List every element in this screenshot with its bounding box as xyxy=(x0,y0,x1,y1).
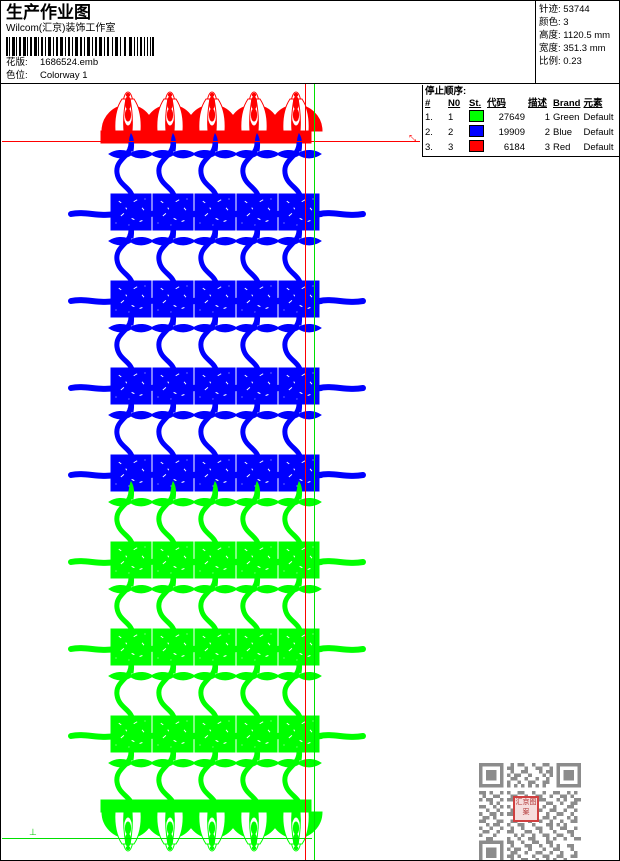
color-swatch-cell xyxy=(469,125,487,140)
colors-label: 颜色: xyxy=(539,17,561,28)
info-row-colors: 颜色: 3 xyxy=(539,16,619,29)
row-code: 3 xyxy=(544,142,550,153)
col-number: N0 xyxy=(448,98,461,109)
row-number: 1 xyxy=(448,112,454,123)
green-motif-section xyxy=(71,482,363,852)
row-description: Green xyxy=(553,112,580,123)
col-code: 代码 xyxy=(487,98,507,109)
col-element: 元素 xyxy=(583,98,603,109)
table-row[interactable]: 1. 1 27649 1 Green Default xyxy=(425,110,619,125)
row-index: 3. xyxy=(425,142,433,153)
row-number-and-swatch: 1 xyxy=(448,110,469,125)
colorway-label: 色位: xyxy=(6,70,28,81)
stitches-value: 53744 xyxy=(563,4,590,15)
guide-line-vertical-green xyxy=(314,84,315,860)
design-file-label: 花版: xyxy=(6,57,28,68)
width-value: 351.3 mm xyxy=(563,43,606,54)
row-element xyxy=(617,140,619,155)
row-number: 3 xyxy=(448,142,454,153)
color-swatch-cell xyxy=(469,140,487,155)
vendor-name: Wilcom(汇京)装饰工作室 xyxy=(6,23,116,34)
guide-line-horizontal-bottom xyxy=(2,838,312,839)
col-brand: Brand xyxy=(553,98,581,109)
table-header-row: # N0 St. 代码 描述 Brand 元素 xyxy=(425,98,619,110)
info-row-height: 高度: 1120.5 mm xyxy=(539,29,619,42)
blue-motif-section xyxy=(71,134,363,492)
scale-value: 0.23 xyxy=(563,56,582,67)
table-row[interactable]: 3. 3 6184 3 Red Default xyxy=(425,140,619,155)
color-swatch-cell xyxy=(469,110,487,125)
row-description: Blue xyxy=(553,127,573,138)
watermark-block: 汇京图案 6xiu.com xyxy=(469,758,591,860)
scale-label: 比例: xyxy=(539,56,561,67)
row-code: 1 xyxy=(544,112,550,123)
color-swatch xyxy=(469,110,484,122)
row-brand: Default xyxy=(583,142,614,153)
row-number-and-swatch: 3 xyxy=(448,140,469,155)
header-left-block: 生产作业图 Wilcom(汇京)装饰工作室 xyxy=(0,0,535,84)
row-number: 2 xyxy=(448,127,454,138)
row-stitches: 19909 xyxy=(498,127,525,138)
height-value: 1120.5 mm xyxy=(563,30,611,41)
origin-marker-icon: ⤡ xyxy=(409,133,417,143)
col-stitches: St. xyxy=(469,98,482,109)
row-index: 2. xyxy=(425,127,433,138)
row-brand: Default xyxy=(583,127,614,138)
guide-line-vertical-red xyxy=(305,84,306,860)
row-index: 1. xyxy=(425,112,433,123)
row-stitches: 6184 xyxy=(503,142,525,153)
row-stitches: 27649 xyxy=(498,112,525,123)
stop-sequence-title: 停止顺序: xyxy=(425,86,467,97)
info-row-width: 宽度: 351.3 mm xyxy=(539,42,619,55)
colorway-row: 色位: Colorway 1 xyxy=(6,69,535,82)
row-code: 2 xyxy=(544,127,550,138)
stitches-label: 针迹: xyxy=(539,4,561,15)
seal-stamp-icon: 汇京图案 xyxy=(513,796,539,822)
row-element xyxy=(617,110,619,125)
height-label: 高度: xyxy=(539,30,561,41)
embroidery-design-canvas xyxy=(1,91,620,852)
baseline-marker-icon: ⊥ xyxy=(29,827,37,837)
barcode-image xyxy=(6,37,154,56)
row-brand: Default xyxy=(583,112,614,123)
width-label: 宽度: xyxy=(539,43,561,54)
col-description: 描述 xyxy=(528,98,548,109)
header-band: 生产作业图 Wilcom(汇京)装饰工作室 xyxy=(0,0,620,84)
design-file-value: 1686524.emb xyxy=(40,57,99,68)
col-index: # xyxy=(425,98,431,109)
row-element xyxy=(617,125,619,140)
info-row-stitches: 针迹: 53744 xyxy=(539,3,619,16)
row-number-and-swatch: 2 xyxy=(448,125,469,140)
page-title: 生产作业图 xyxy=(6,3,91,22)
table-row[interactable]: 2. 2 19909 2 Blue Default xyxy=(425,125,619,140)
colors-value: 3 xyxy=(563,17,569,28)
guide-line-horizontal-top xyxy=(2,141,420,142)
stop-sequence-table: # N0 St. 代码 描述 Brand 元素 1. 1 xyxy=(425,98,619,155)
design-body-frame: ⤡ ⊥ 停止顺序: # N0 St. 代码 描述 Brand 元素 xyxy=(0,84,620,861)
info-row-scale: 比例: 0.23 xyxy=(539,55,619,68)
red-border-band xyxy=(100,91,323,144)
colorway-value: Colorway 1 xyxy=(40,70,88,81)
color-swatch xyxy=(469,140,484,152)
design-info-panel: 针迹: 53744 颜色: 3 高度: 1120.5 mm 宽度: 351.3 … xyxy=(535,0,620,84)
stop-sequence-panel: 停止顺序: # N0 St. 代码 描述 Brand 元素 1. xyxy=(422,85,619,157)
row-description: Red xyxy=(553,142,571,153)
design-file-row: 花版: 1686524.emb xyxy=(6,56,535,69)
color-swatch xyxy=(469,125,484,137)
